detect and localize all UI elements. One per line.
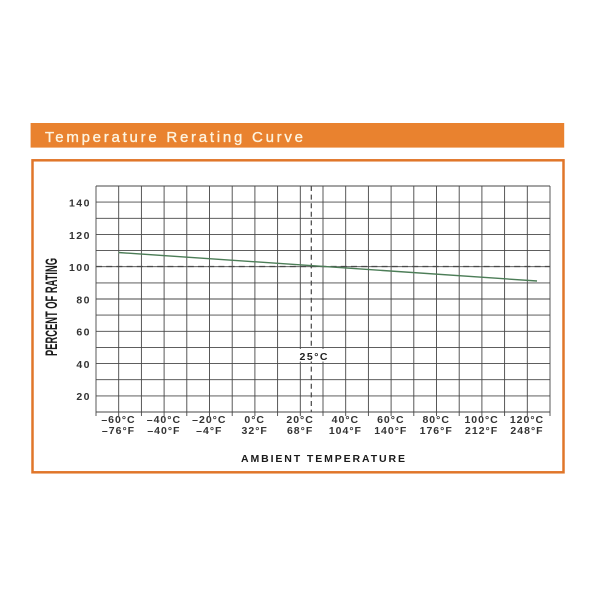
svg-text:–4°F: –4°F — [196, 425, 222, 437]
svg-text:–60°C: –60°C — [101, 414, 135, 426]
svg-text:20: 20 — [76, 391, 91, 403]
svg-text:212°F: 212°F — [465, 425, 498, 437]
svg-text:120°C: 120°C — [510, 414, 544, 426]
svg-text:–76°F: –76°F — [102, 425, 135, 437]
svg-text:40: 40 — [76, 359, 91, 371]
svg-text:248°F: 248°F — [510, 425, 543, 437]
svg-text:140°F: 140°F — [374, 425, 407, 437]
svg-text:–40°F: –40°F — [147, 425, 180, 437]
svg-text:80: 80 — [76, 294, 91, 306]
svg-text:176°F: 176°F — [420, 425, 453, 437]
svg-text:60°C: 60°C — [377, 414, 404, 426]
svg-text:120: 120 — [69, 230, 91, 242]
svg-text:20°C: 20°C — [286, 414, 313, 426]
svg-text:100°C: 100°C — [464, 414, 498, 426]
svg-text:80°C: 80°C — [422, 414, 449, 426]
svg-text:60: 60 — [76, 327, 91, 339]
svg-text:40°C: 40°C — [332, 414, 359, 426]
svg-text:32°F: 32°F — [242, 425, 268, 437]
svg-text:68°F: 68°F — [287, 425, 313, 437]
svg-text:–40°C: –40°C — [147, 414, 181, 426]
svg-text:100: 100 — [69, 262, 91, 274]
svg-text:0°C: 0°C — [244, 414, 265, 426]
svg-text:25°C: 25°C — [300, 351, 328, 363]
svg-text:140: 140 — [69, 198, 91, 210]
svg-text:–20°C: –20°C — [192, 414, 226, 426]
svg-text:PERCENT OF RATING: PERCENT OF RATING — [42, 258, 61, 356]
svg-text:AMBIENT TEMPERATURE: AMBIENT TEMPERATURE — [241, 453, 405, 465]
svg-text:104°F: 104°F — [329, 425, 362, 437]
